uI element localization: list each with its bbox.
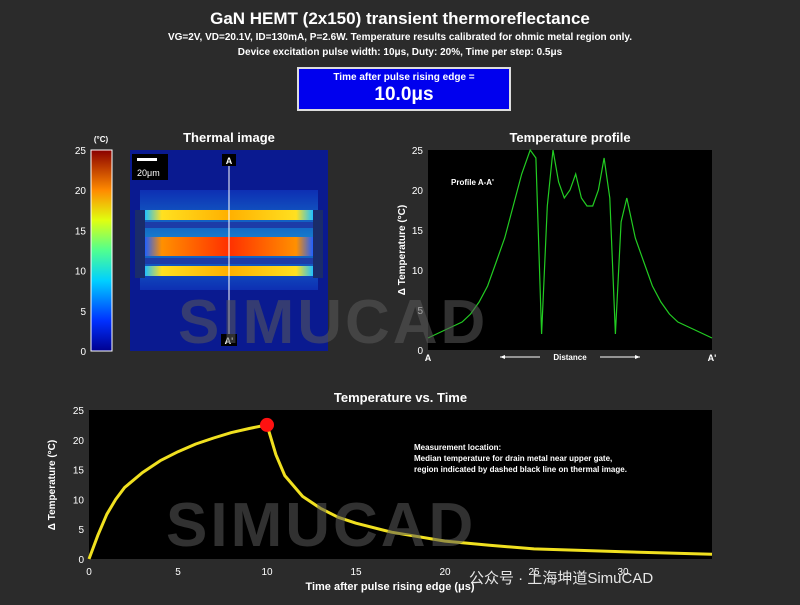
pulse-conditions: Device excitation pulse width: 10μs, Dut… — [237, 47, 563, 58]
time-readout-value: 10.0μs — [374, 84, 434, 105]
measurement-note-line1: Measurement location: — [414, 443, 501, 452]
scale-bar — [137, 158, 157, 161]
thermal-image-title: Thermal image — [183, 130, 275, 145]
colorbar-tick-label: 10 — [75, 267, 87, 278]
time-x-tick-label: 5 — [175, 567, 181, 578]
profile-chart-title: Temperature profile — [509, 130, 631, 145]
page-title: GaN HEMT (2x150) transient thermoreflect… — [210, 9, 590, 28]
profile-x-axis-label: Distance — [553, 353, 587, 362]
bias-conditions: VG=2V, VD=20.1V, ID=130mA, P=2.6W. Tempe… — [167, 32, 633, 43]
measurement-note-line3: region indicated by dashed black line on… — [414, 465, 627, 474]
profile-x-tick-label: A — [425, 353, 432, 363]
time-y-tick-label: 25 — [73, 406, 85, 417]
arrowhead-left-icon — [500, 355, 505, 359]
marker-a-top: A — [226, 156, 233, 166]
time-chart: Δ Temperature (°C) Time after pulse risi… — [47, 406, 713, 593]
colorbar-tick-label: 20 — [75, 186, 87, 197]
profile-y-tick-label: 10 — [412, 266, 424, 277]
colorbar-tick-label: 5 — [80, 307, 86, 318]
time-x-tick-label: 25 — [528, 567, 540, 578]
wechat-brand: 公众号 · 上海坤道SimuCAD — [469, 570, 654, 587]
colorbar-ticks: 25 20 15 10 5 0 — [75, 146, 87, 358]
time-x-tick-label: 15 — [350, 567, 362, 578]
time-y-tick-label: 0 — [78, 555, 84, 566]
time-readout-box: Time after pulse rising edge = 10.0μs — [297, 67, 511, 111]
colorbar-tick-label: 25 — [75, 146, 87, 157]
time-x-tick-label: 0 — [86, 567, 92, 578]
time-chart-title: Temperature vs. Time — [333, 390, 468, 405]
profile-x-tick-label: A' — [708, 353, 717, 363]
time-x-tick-label: 10 — [261, 567, 273, 578]
profile-y-axis-label: Δ Temperature (°C) — [397, 205, 408, 295]
colorbar-unit: (°C) — [94, 135, 109, 144]
colorbar-tick-label: 0 — [80, 347, 86, 358]
profile-y-tick-label: 5 — [417, 306, 423, 317]
thermal-image: A A' 20μm — [130, 150, 328, 351]
profile-chart: Profile A-A' Δ Temperature (°C) Distance… — [397, 146, 716, 363]
time-x-tick-label: 20 — [439, 567, 451, 578]
marker-a-bottom: A' — [225, 336, 234, 346]
time-y-tick-label: 20 — [73, 436, 85, 447]
profile-series-line — [427, 148, 713, 339]
time-y-axis-label: Δ Temperature (°C) — [47, 440, 58, 530]
profile-y-tick-label: 15 — [412, 226, 424, 237]
measurement-note-line2: Median temperature for drain metal near … — [414, 454, 612, 463]
arrowhead-right-icon — [635, 355, 640, 359]
time-x-axis-label: Time after pulse rising edge (μs) — [305, 581, 474, 593]
colorbar-tick-label: 15 — [75, 226, 87, 237]
time-y-tick-label: 10 — [73, 495, 85, 506]
profile-y-tick-label: 25 — [412, 146, 424, 157]
time-y-tick-label: 15 — [73, 466, 85, 477]
scale-bar-label: 20μm — [137, 168, 160, 178]
time-readout-label: Time after pulse rising edge = — [333, 72, 475, 83]
colorbar — [90, 149, 113, 352]
time-x-tick-label: 30 — [617, 567, 629, 578]
profile-y-tick-label: 0 — [417, 346, 423, 357]
profile-y-tick-label: 20 — [412, 186, 424, 197]
current-time-marker — [260, 417, 274, 432]
time-y-tick-label: 5 — [78, 525, 84, 536]
profile-annotation: Profile A-A' — [451, 178, 494, 187]
